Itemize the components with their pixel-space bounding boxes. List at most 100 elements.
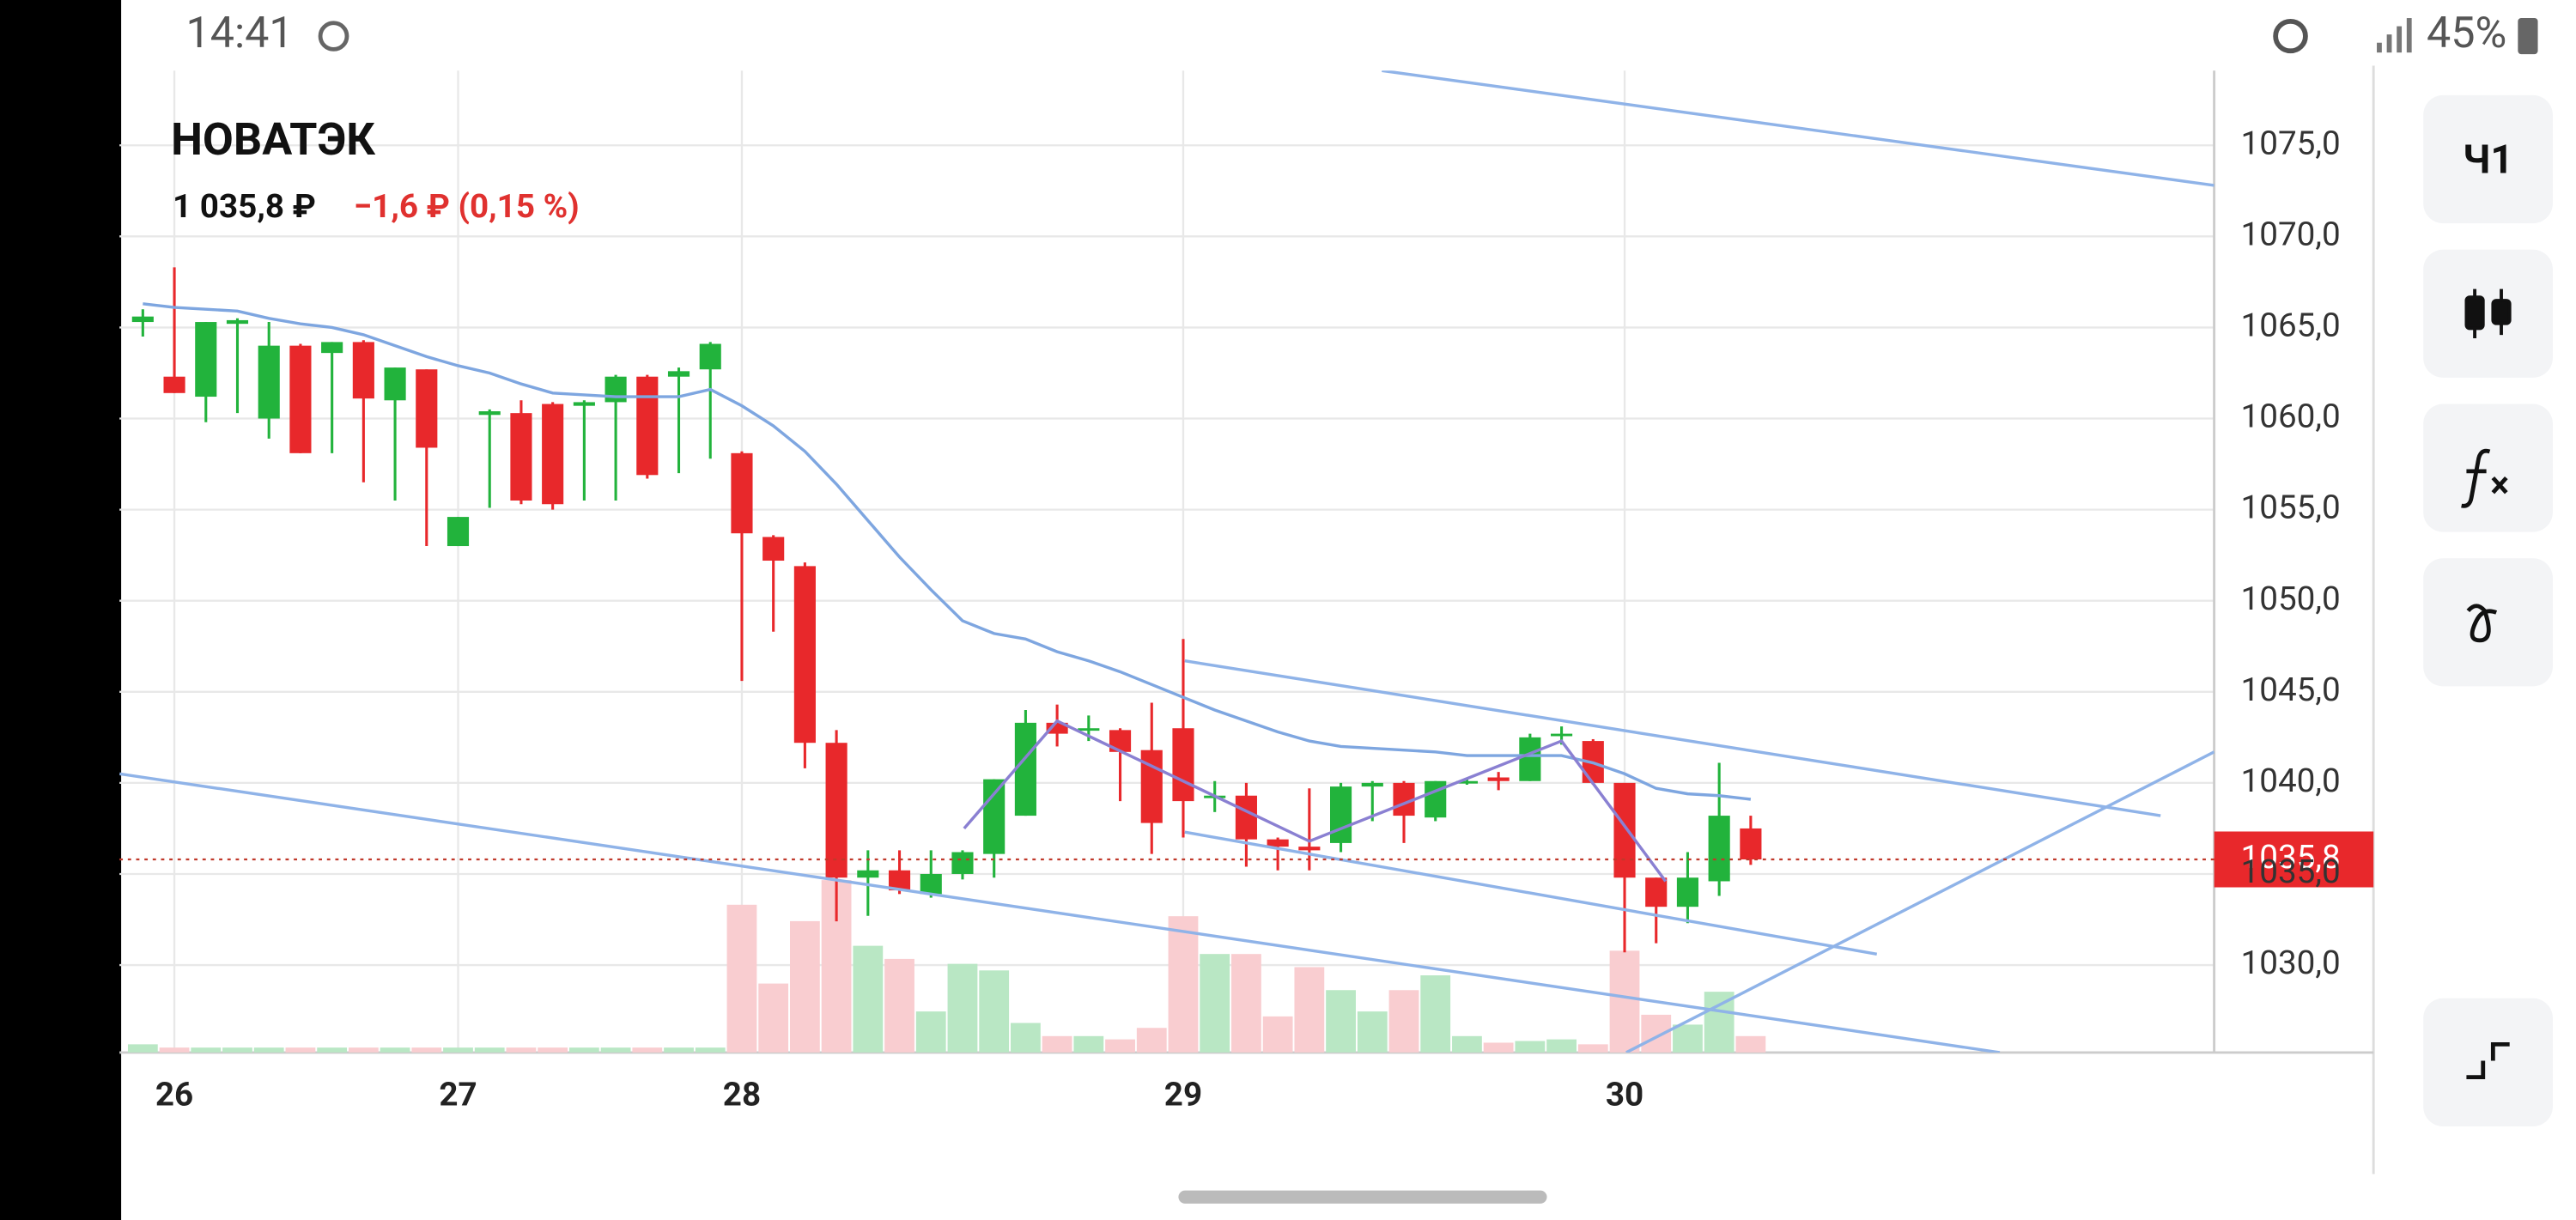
volume-bar	[380, 1047, 410, 1053]
y-tick-label: 1070,0	[2241, 215, 2341, 254]
candle-body	[416, 369, 438, 448]
volume-bar	[1200, 954, 1230, 1053]
volume-bar	[789, 920, 820, 1053]
candle-body	[762, 537, 785, 561]
volume-bar	[1011, 1023, 1041, 1053]
volume-bar	[884, 958, 914, 1053]
volume-bar	[1735, 1035, 1766, 1053]
candle-body	[1740, 828, 1762, 860]
volume-bar	[443, 1047, 473, 1053]
last-price-label: 1035,8	[2241, 838, 2341, 877]
volume-bar	[253, 1047, 284, 1053]
candle-body	[1235, 795, 1257, 840]
interval-label: Ч1	[2463, 137, 2513, 184]
price: 1 035,8 ₽	[173, 187, 316, 226]
volume-bar	[538, 1047, 568, 1053]
candle-body	[131, 316, 154, 323]
interval-button[interactable]	[2423, 94, 2553, 224]
volume-bar	[1546, 1039, 1577, 1053]
status-time: 14:41	[185, 9, 293, 58]
candle-body	[636, 376, 659, 476]
volume-bar	[1136, 1028, 1167, 1053]
candle-body	[1267, 839, 1289, 847]
volume-bar	[1073, 1035, 1104, 1053]
volume-bar	[159, 1047, 190, 1053]
volume-bar	[506, 1047, 537, 1053]
volume-bar	[1105, 1039, 1135, 1053]
volume-bar	[191, 1047, 222, 1053]
y-tick-label: 1035,0	[2241, 853, 2341, 891]
y-tick-label: 1030,0	[2241, 944, 2341, 982]
candle-body	[699, 343, 721, 370]
candle-body	[888, 870, 911, 891]
volume-bar	[1483, 1042, 1514, 1053]
candle-body	[1455, 780, 1478, 784]
candle-body	[857, 870, 879, 878]
candle-body	[1519, 737, 1541, 781]
candle-body	[605, 376, 627, 403]
candle-body	[573, 402, 595, 406]
indicators-button[interactable]	[2423, 404, 2553, 532]
volume-bar	[664, 1047, 694, 1053]
volume-bar	[915, 1011, 946, 1053]
status-icon	[318, 21, 349, 52]
chart-type-button[interactable]	[2423, 249, 2553, 378]
collapse-button[interactable]	[2423, 998, 2553, 1126]
y-tick-label: 1040,0	[2241, 762, 2341, 800]
candle-body	[226, 319, 249, 325]
candle-body	[920, 873, 942, 895]
trend-line	[1625, 750, 2215, 1053]
candle-body	[447, 517, 470, 547]
volume-bar	[758, 983, 789, 1053]
volume-bar	[695, 1047, 726, 1053]
volume-bar	[1420, 975, 1451, 1053]
drawing-icon	[2466, 604, 2498, 643]
chart-title: НОВАТЭК	[171, 113, 375, 166]
plot-area	[119, 70, 2215, 1053]
volume-bar	[1452, 1035, 1482, 1053]
volume-bar	[127, 1044, 158, 1053]
collapse-icon	[2466, 1041, 2510, 1080]
volume-bar	[1577, 1044, 1608, 1053]
volume-bar	[1042, 1035, 1072, 1053]
trend-line	[963, 719, 1668, 883]
volume-bar	[1673, 1024, 1703, 1053]
candle-body	[825, 743, 848, 878]
trend-line	[119, 772, 2001, 1053]
x-tick-label: 28	[723, 1076, 761, 1114]
candle-body	[731, 452, 753, 534]
volume-bar	[474, 1047, 505, 1053]
volume-bar	[947, 963, 978, 1053]
volume-bar	[1262, 1016, 1293, 1053]
volume-bar	[1704, 992, 1735, 1053]
volume-bar	[1388, 990, 1419, 1053]
volume-bar	[1641, 1014, 1672, 1053]
candle-body	[384, 367, 406, 401]
last-price-tag	[2214, 831, 2374, 888]
volume-bar	[853, 945, 884, 1053]
candle-body	[793, 566, 816, 744]
candle-body	[951, 852, 974, 874]
y-tick-label: 1050,0	[2241, 580, 2341, 618]
volume-bar	[317, 1047, 348, 1053]
volume-bar	[1231, 954, 1261, 1053]
volume-bar	[411, 1047, 442, 1053]
trend-line	[1382, 70, 2215, 187]
candle-body	[1172, 728, 1194, 802]
candle-body	[163, 376, 185, 393]
candle-body	[195, 322, 217, 398]
candle-body	[1708, 816, 1730, 882]
x-tick-label: 26	[155, 1076, 193, 1114]
volume-bar	[348, 1047, 379, 1053]
x-tick-label: 29	[1164, 1076, 1202, 1114]
volume-bar	[1609, 950, 1640, 1053]
volume-bar	[285, 1047, 316, 1053]
moving-average	[143, 302, 1752, 801]
candle-body	[321, 342, 343, 354]
volume-bar	[726, 904, 757, 1053]
volume-bar	[1168, 916, 1199, 1053]
volume-bar	[600, 1047, 631, 1053]
volume-bar	[568, 1047, 599, 1053]
y-tick-label: 1045,0	[2241, 671, 2341, 709]
trend-line	[1184, 659, 2161, 817]
